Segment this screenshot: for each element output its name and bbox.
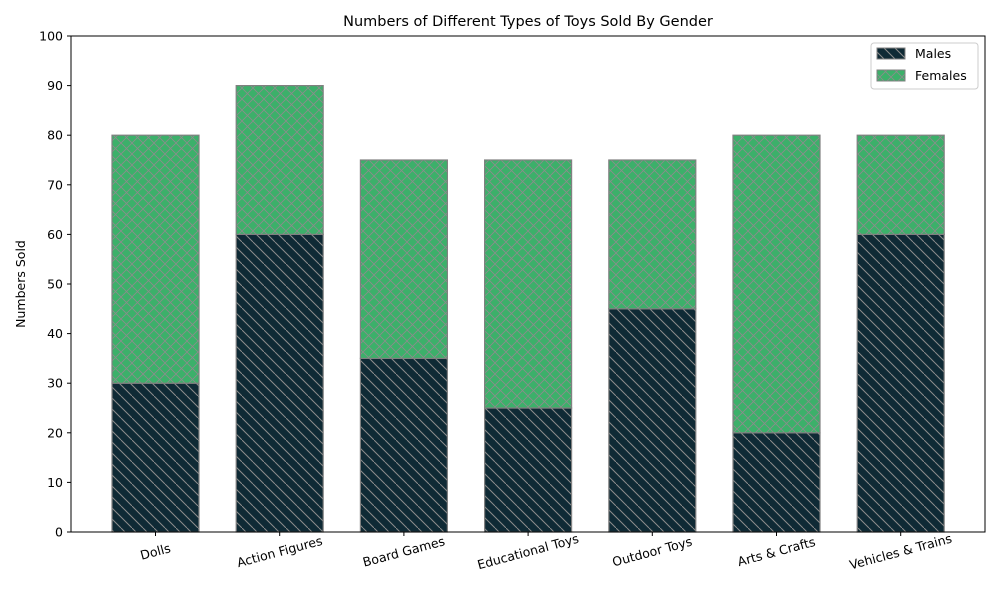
bar-males-2 xyxy=(359,357,448,533)
y-tick-label: 0 xyxy=(55,525,63,540)
bars-group xyxy=(111,84,945,533)
legend-label-males: Males xyxy=(915,46,951,61)
x-tick-label: Dolls xyxy=(139,540,173,562)
bar-males-4 xyxy=(608,308,697,533)
bar-males-3 xyxy=(484,407,573,533)
y-tick-label: 100 xyxy=(39,29,63,44)
bar-males-6 xyxy=(856,233,945,533)
bar-males-5 xyxy=(732,432,821,533)
plot-frame xyxy=(70,35,986,533)
y-tick-label: 40 xyxy=(47,326,63,341)
x-tick-label: Action Figures xyxy=(235,533,324,570)
bar-males-1 xyxy=(235,233,324,533)
x-tick-label: Vehicles & Trains xyxy=(848,531,954,573)
y-tick-label: 20 xyxy=(47,425,63,440)
bar-males-0 xyxy=(111,382,200,533)
x-axis-ticks: Dolls Action Figures Board Games Educationa… xyxy=(139,531,954,573)
y-axis-label: Numbers Sold xyxy=(13,240,28,328)
y-tick-label: 70 xyxy=(47,177,63,192)
x-tick-label: Educational Toys xyxy=(476,531,581,573)
bar-females-6 xyxy=(856,134,945,235)
legend-swatch-females xyxy=(876,69,906,82)
legend: Males Females xyxy=(870,42,979,90)
legend-label-females: Females xyxy=(915,68,967,83)
chart-title: Numbers of Different Types of Toys Sold … xyxy=(343,14,713,30)
y-axis-ticks: 0 10 20 30 40 50 60 70 80 90 100 xyxy=(39,29,71,540)
bar-females-1 xyxy=(235,84,324,236)
y-tick-label: 80 xyxy=(47,128,63,143)
y-tick-label: 30 xyxy=(47,376,63,391)
bar-females-2 xyxy=(359,159,448,359)
y-tick-label: 10 xyxy=(47,475,63,490)
x-tick-label: Outdoor Toys xyxy=(611,534,694,570)
legend-swatch-males xyxy=(876,47,906,60)
y-tick-label: 50 xyxy=(47,277,63,292)
bar-females-4 xyxy=(608,159,697,310)
bar-females-0 xyxy=(111,134,200,384)
x-tick-label: Board Games xyxy=(361,533,446,569)
x-tick-label: Arts & Crafts xyxy=(736,534,817,569)
y-tick-label: 60 xyxy=(47,227,63,242)
bar-females-3 xyxy=(484,159,573,409)
bar-females-5 xyxy=(732,134,821,434)
y-tick-label: 90 xyxy=(47,78,63,93)
